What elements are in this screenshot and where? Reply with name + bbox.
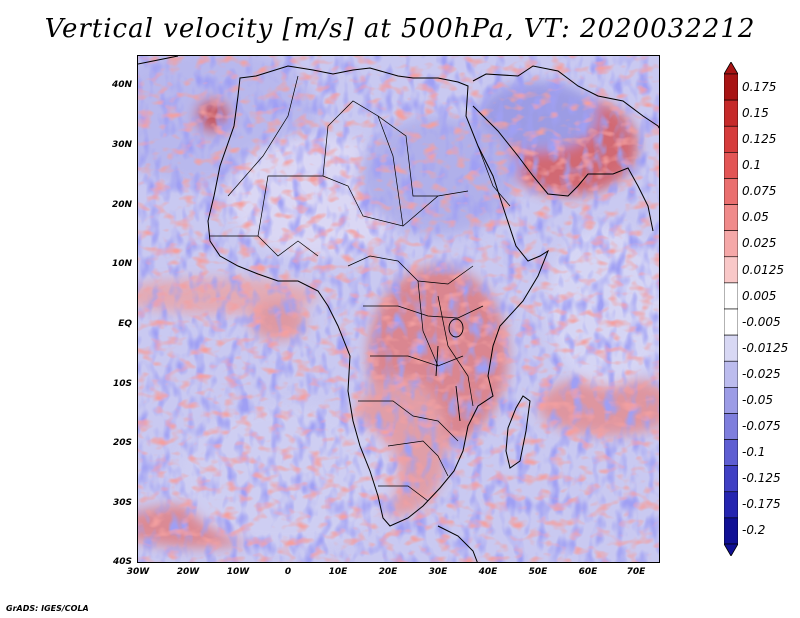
colorbar-label: -0.125 [742,471,781,485]
chart-title: Vertical velocity [m/s] at 500hPa, VT: 2… [44,14,756,44]
colorbar-bottom-arrow [724,543,738,556]
lat-label-20n: 20N [111,200,132,210]
lat-label-40n: 40N [111,80,132,90]
map-panel [137,55,660,563]
lat-label-10s: 10S [112,379,132,389]
lat-label-40s: 40S [112,557,132,567]
colorbar-label: 0.175 [742,80,777,94]
coastlines [138,56,659,562]
colorbar-segment [724,152,738,179]
lat-label-30s: 30S [112,498,132,508]
vertical-velocity-field [138,56,659,562]
footer-credit: GrADS: IGES/COLA [6,604,89,613]
colorbar-segment [724,413,738,440]
lat-label-10n: 10N [111,259,132,269]
colorbar-segment [724,360,738,388]
colorbar-segment [724,204,738,231]
colorbar-segment [724,334,738,362]
colorbar-top-arrow [724,62,738,75]
colorbar-segment [724,230,738,258]
lon-label-0: 0 [284,567,292,577]
lat-label-20s: 20S [112,438,132,448]
lon-label-20w: 20W [176,567,200,577]
lakes [435,318,464,422]
colorbar-label: -0.05 [742,393,774,407]
colorbar-segment [724,465,738,493]
colorbar-segment [724,73,738,101]
colorbar-label: -0.0125 [742,341,789,355]
colorbar-label: -0.175 [742,497,781,511]
colorbar-label: 0.05 [742,210,769,224]
colorbar-label: -0.005 [742,315,781,329]
colorbar-label: 0.125 [742,132,777,146]
colorbar-segment [724,517,738,545]
colorbar-segment [724,439,738,466]
lat-label-30n: 30N [111,140,132,150]
colorbar-label: -0.075 [742,419,781,433]
colorbar-label: -0.1 [742,445,766,459]
lon-label-30w: 30W [126,567,150,577]
colorbar-label: 0.15 [742,106,769,120]
colorbar-segment [724,256,738,284]
colorbar-segment [724,387,738,414]
colorbar-label: 0.0125 [742,263,784,277]
country-borders [210,75,511,502]
colorbar-label: -0.2 [742,523,766,537]
lon-label-60e: 60E [578,567,598,577]
colorbar-segment [724,178,738,205]
field-texture [138,56,659,562]
colorbar-label: 0.1 [742,158,762,172]
colorbar-segment [724,308,738,336]
colorbar-label: 0.025 [742,236,777,250]
lon-label-40e: 40E [478,567,498,577]
lon-label-30e: 30E [428,567,448,577]
colorbar-label: 0.005 [742,289,777,303]
lon-label-70e: 70E [626,567,646,577]
colorbar-segment [724,491,738,519]
lon-label-10w: 10W [226,567,250,577]
lon-label-50e: 50E [528,567,548,577]
colorbar-segment [724,99,738,127]
lon-label-20e: 20E [378,567,398,577]
colorbar-label: 0.075 [742,184,777,198]
colorbar-segment [724,125,738,153]
colorbar [724,62,738,556]
lat-label-eq: EQ [118,319,132,329]
lon-label-10e: 10E [328,567,348,577]
colorbar-label: -0.025 [742,367,781,381]
colorbar-segment [724,282,738,310]
